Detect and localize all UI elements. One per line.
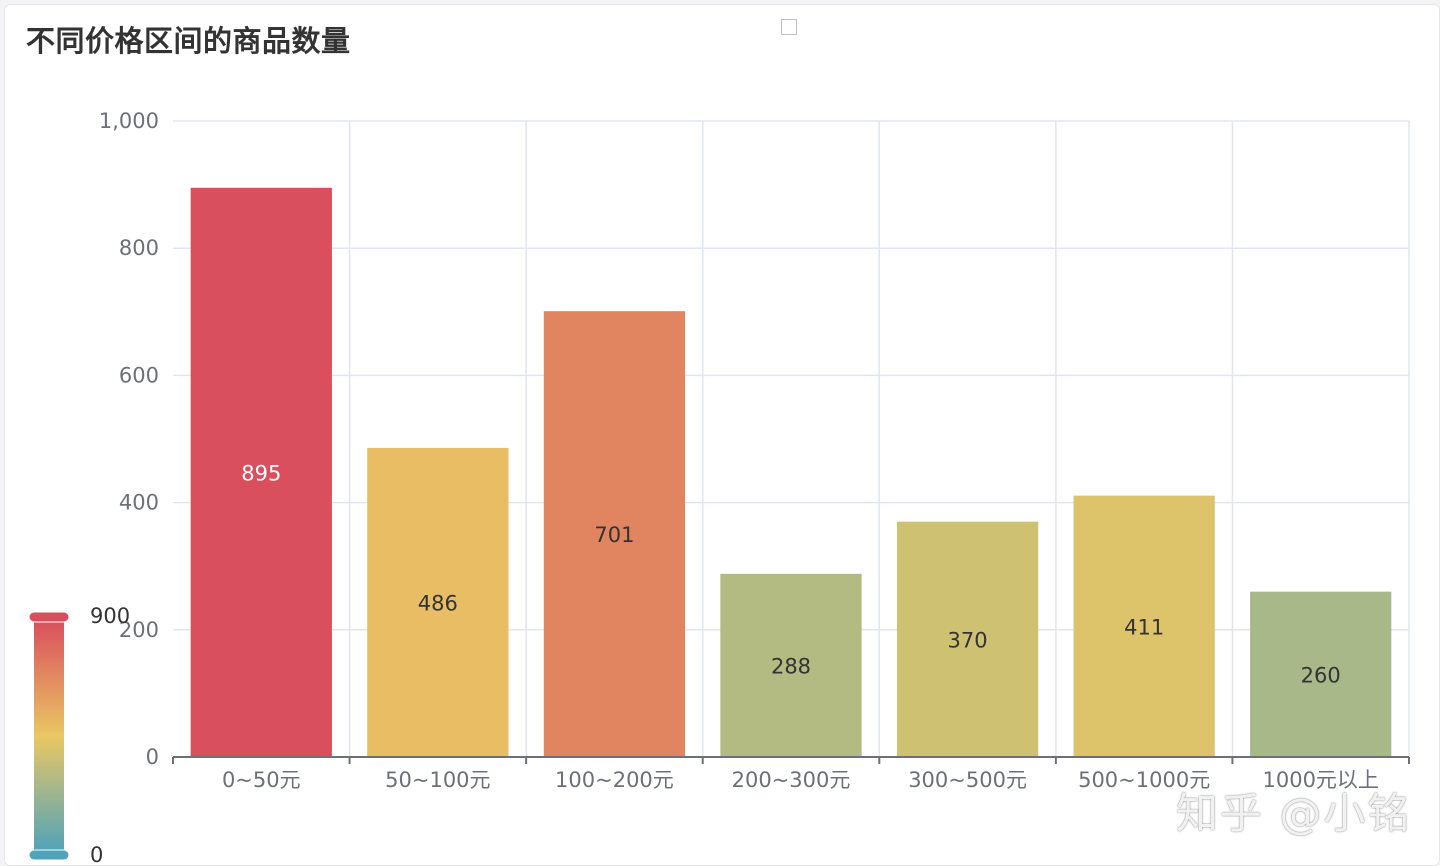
visual-map-min-label: 0 bbox=[90, 843, 103, 866]
x-tick-label: 500~1000元 bbox=[1078, 768, 1210, 792]
bar-value-label: 701 bbox=[594, 523, 634, 547]
visual-map-top-handle[interactable] bbox=[28, 611, 70, 623]
bar[interactable] bbox=[1250, 591, 1392, 757]
visual-map-max-label: 900 bbox=[90, 604, 130, 628]
y-tick-label: 1,000 bbox=[99, 109, 159, 133]
labels: 0 200 400 600 800 1,000 895 486 701 288 370 411 260 0… bbox=[99, 109, 1379, 792]
y-tick-label: 0 bbox=[146, 745, 159, 769]
bar-value-label: 486 bbox=[418, 591, 458, 615]
bar-value-label: 411 bbox=[1124, 615, 1164, 639]
visual-map-bar[interactable] bbox=[34, 620, 64, 852]
bars bbox=[190, 187, 1392, 757]
bar-value-label: 895 bbox=[241, 461, 281, 485]
bar[interactable] bbox=[1073, 495, 1215, 757]
visual-map-bottom-handle[interactable] bbox=[28, 849, 70, 861]
x-tick-label: 200~300元 bbox=[732, 768, 851, 792]
bar-value-label: 370 bbox=[948, 628, 988, 652]
toolbox-checkbox-icon[interactable] bbox=[781, 19, 797, 35]
bar[interactable] bbox=[367, 447, 509, 757]
x-tick-label: 100~200元 bbox=[555, 768, 674, 792]
x-tick-label: 1000元以上 bbox=[1262, 768, 1378, 792]
x-tick-label: 300~500元 bbox=[908, 768, 1027, 792]
bar[interactable] bbox=[543, 311, 686, 757]
x-tick-label: 50~100元 bbox=[385, 768, 490, 792]
y-tick-label: 200 bbox=[119, 618, 159, 642]
y-tick-label: 600 bbox=[119, 363, 159, 387]
bar[interactable] bbox=[720, 573, 862, 757]
bar-value-label: 260 bbox=[1301, 663, 1341, 687]
x-tick-label: 0~50元 bbox=[222, 768, 301, 792]
y-tick-label: 800 bbox=[119, 236, 159, 260]
y-tick-label: 400 bbox=[119, 491, 159, 515]
bar-value-label: 288 bbox=[771, 654, 811, 678]
visual-map[interactable]: 900 0 bbox=[28, 604, 130, 866]
bar[interactable] bbox=[896, 521, 1039, 757]
chart-title: 不同价格区间的商品数量 bbox=[26, 24, 351, 58]
axes bbox=[172, 756, 1410, 764]
watermark-text: 知乎 @小铭 bbox=[1176, 789, 1412, 838]
bar[interactable] bbox=[190, 187, 332, 757]
